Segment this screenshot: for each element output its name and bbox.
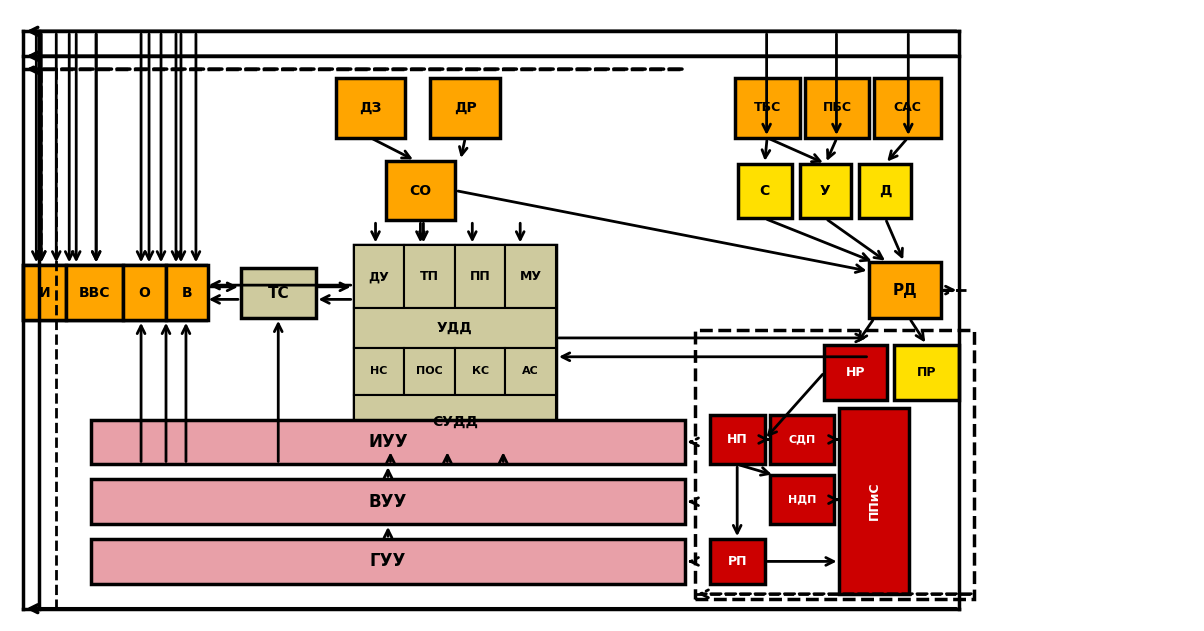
Text: СО: СО	[409, 184, 431, 198]
Bar	[799, 163, 851, 218]
Text: ВУУ: ВУУ	[368, 493, 407, 510]
Bar	[405, 348, 455, 394]
Text: НС: НС	[370, 366, 388, 376]
Text: РП: РП	[727, 555, 746, 568]
Bar	[354, 394, 556, 449]
Text: КС: КС	[472, 366, 489, 376]
Bar	[709, 415, 765, 464]
Text: ПБС: ПБС	[822, 102, 851, 114]
Text: ДУ: ДУ	[368, 270, 389, 283]
Text: ТБС: ТБС	[754, 102, 780, 114]
Text: ПОС: ПОС	[417, 366, 443, 376]
Bar	[506, 245, 556, 308]
Bar	[23, 265, 66, 320]
Text: У: У	[820, 184, 831, 198]
Text: СУДД: СУДД	[432, 415, 478, 429]
Text: МУ: МУ	[520, 270, 542, 283]
Bar	[455, 245, 506, 308]
Text: СДП: СДП	[789, 435, 815, 444]
Text: ДР: ДР	[454, 101, 477, 115]
Text: О: О	[138, 286, 150, 300]
Bar	[430, 78, 500, 138]
Text: НДП: НДП	[787, 495, 816, 505]
Text: И: И	[39, 286, 51, 300]
Text: АС: АС	[523, 366, 539, 376]
Bar	[734, 78, 799, 138]
Bar	[66, 265, 123, 320]
Bar	[385, 161, 455, 220]
Bar	[895, 345, 960, 399]
Text: НП: НП	[727, 433, 748, 446]
Text: РД: РД	[893, 283, 917, 298]
Bar	[23, 265, 206, 320]
Text: С: С	[760, 184, 769, 198]
Text: ПП: ПП	[470, 270, 490, 283]
Text: ИУУ: ИУУ	[368, 433, 408, 451]
Text: ПР: ПР	[917, 366, 937, 379]
Bar	[874, 78, 942, 138]
Bar	[166, 265, 208, 320]
Bar	[506, 348, 556, 394]
Bar	[336, 78, 406, 138]
Text: ГУУ: ГУУ	[370, 552, 406, 570]
Text: ВВС: ВВС	[79, 286, 111, 300]
Text: ППиС: ППиС	[868, 481, 881, 520]
Bar	[354, 308, 556, 348]
Bar	[354, 245, 556, 449]
Text: НР: НР	[846, 366, 866, 379]
Bar	[804, 78, 869, 138]
Bar	[354, 348, 405, 394]
Bar	[241, 268, 315, 318]
Bar	[92, 420, 685, 464]
Bar	[92, 539, 685, 584]
Bar	[839, 408, 909, 594]
Bar	[869, 262, 942, 318]
Text: В: В	[182, 286, 193, 300]
Bar	[860, 163, 911, 218]
Bar	[354, 245, 405, 308]
Bar	[709, 539, 765, 584]
Text: ДЗ: ДЗ	[359, 101, 382, 115]
Text: Д: Д	[879, 184, 892, 198]
Bar	[405, 245, 455, 308]
Bar	[769, 475, 834, 524]
Bar	[695, 330, 974, 599]
Bar	[738, 163, 791, 218]
Text: САС: САС	[893, 102, 922, 114]
Text: УДД: УДД	[437, 321, 473, 335]
Bar	[455, 348, 506, 394]
Bar	[92, 480, 685, 524]
Text: ТП: ТП	[420, 270, 439, 283]
Bar	[769, 415, 834, 464]
Bar	[123, 265, 166, 320]
Text: ТС: ТС	[267, 286, 289, 300]
Bar	[825, 345, 887, 399]
